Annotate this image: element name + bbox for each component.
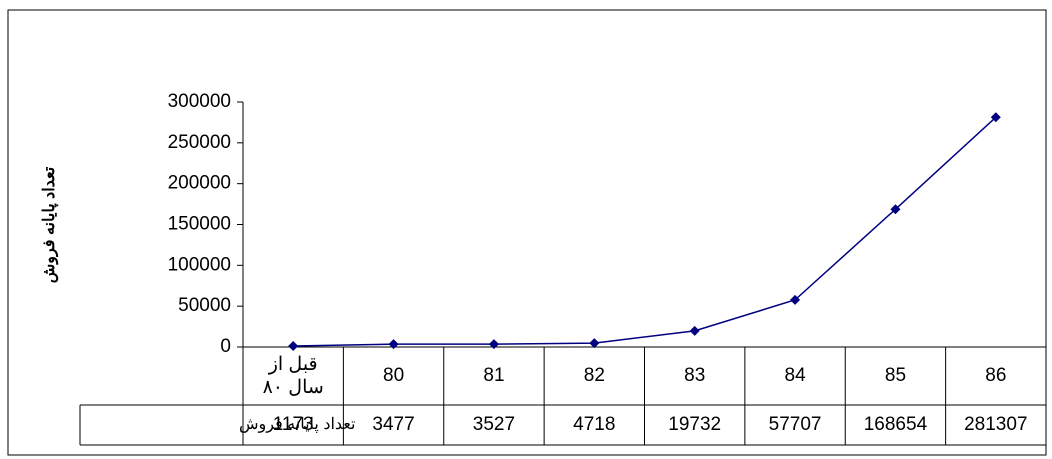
data-table-value: 57707 (769, 414, 822, 435)
data-table-value: 3527 (473, 414, 515, 435)
data-table-value: 4718 (573, 414, 615, 435)
x-tick-label: 81 (444, 347, 544, 405)
y-tick-label: 300000 (168, 91, 231, 112)
category-cell: 80 (343, 347, 443, 405)
y-tick-label: 0 (220, 336, 231, 357)
legend-label: تعداد پایانه فروش (239, 416, 355, 433)
data-table-value: 3477 (372, 414, 414, 435)
series-line (293, 116, 997, 347)
category-cell: 85 (845, 347, 945, 405)
category-cell: 83 (645, 347, 745, 405)
marker (790, 294, 801, 305)
category-cell: 86 (946, 347, 1046, 405)
y-tick-label: 150000 (168, 214, 231, 235)
x-tick-label: 83 (645, 347, 745, 405)
marker (589, 338, 600, 349)
y-tick-label: 250000 (168, 132, 231, 153)
x-tick-label: 84 (745, 347, 845, 405)
marker (388, 339, 399, 350)
x-tick-label-text: 81 (483, 365, 505, 386)
x-tick-label-text: 86 (985, 365, 1007, 386)
marker (288, 341, 299, 352)
marker (890, 204, 901, 215)
x-tick-label-text: قبل از سال ۸۰ (262, 354, 324, 398)
x-tick-label: 82 (544, 347, 644, 405)
x-tick-label: 86 (946, 347, 1046, 405)
x-tick-label-text: 85 (884, 365, 907, 386)
category-cell: 81 (444, 347, 544, 405)
marker (488, 339, 499, 350)
data-table-value: 168654 (864, 414, 928, 435)
marker (990, 112, 1001, 123)
category-cell: 82 (544, 347, 644, 405)
marker (689, 325, 700, 336)
x-tick-label-text: 83 (684, 365, 706, 386)
y-axis-label: تعداد پایانه فروش (41, 166, 59, 283)
x-tick-label-text: 80 (383, 365, 405, 386)
chart-border (7, 9, 1047, 456)
y-tick-label: 100000 (168, 254, 231, 275)
category-cell: 84 (745, 347, 845, 405)
data-table-value: 281307 (964, 414, 1027, 435)
data-table-value: 1173 (273, 414, 314, 435)
x-tick-label: 85 (845, 347, 945, 405)
data-table-value: 19732 (668, 414, 721, 435)
x-tick-label: قبل از سال ۸۰ (243, 347, 343, 405)
x-tick-label-text: 84 (784, 365, 806, 386)
x-tick-label-text: 82 (583, 365, 605, 386)
y-tick-label: 50000 (178, 295, 231, 316)
category-cell: قبل از سال ۸۰ (243, 347, 343, 405)
y-tick-label: 200000 (168, 173, 231, 194)
x-tick-label: 80 (343, 347, 443, 405)
